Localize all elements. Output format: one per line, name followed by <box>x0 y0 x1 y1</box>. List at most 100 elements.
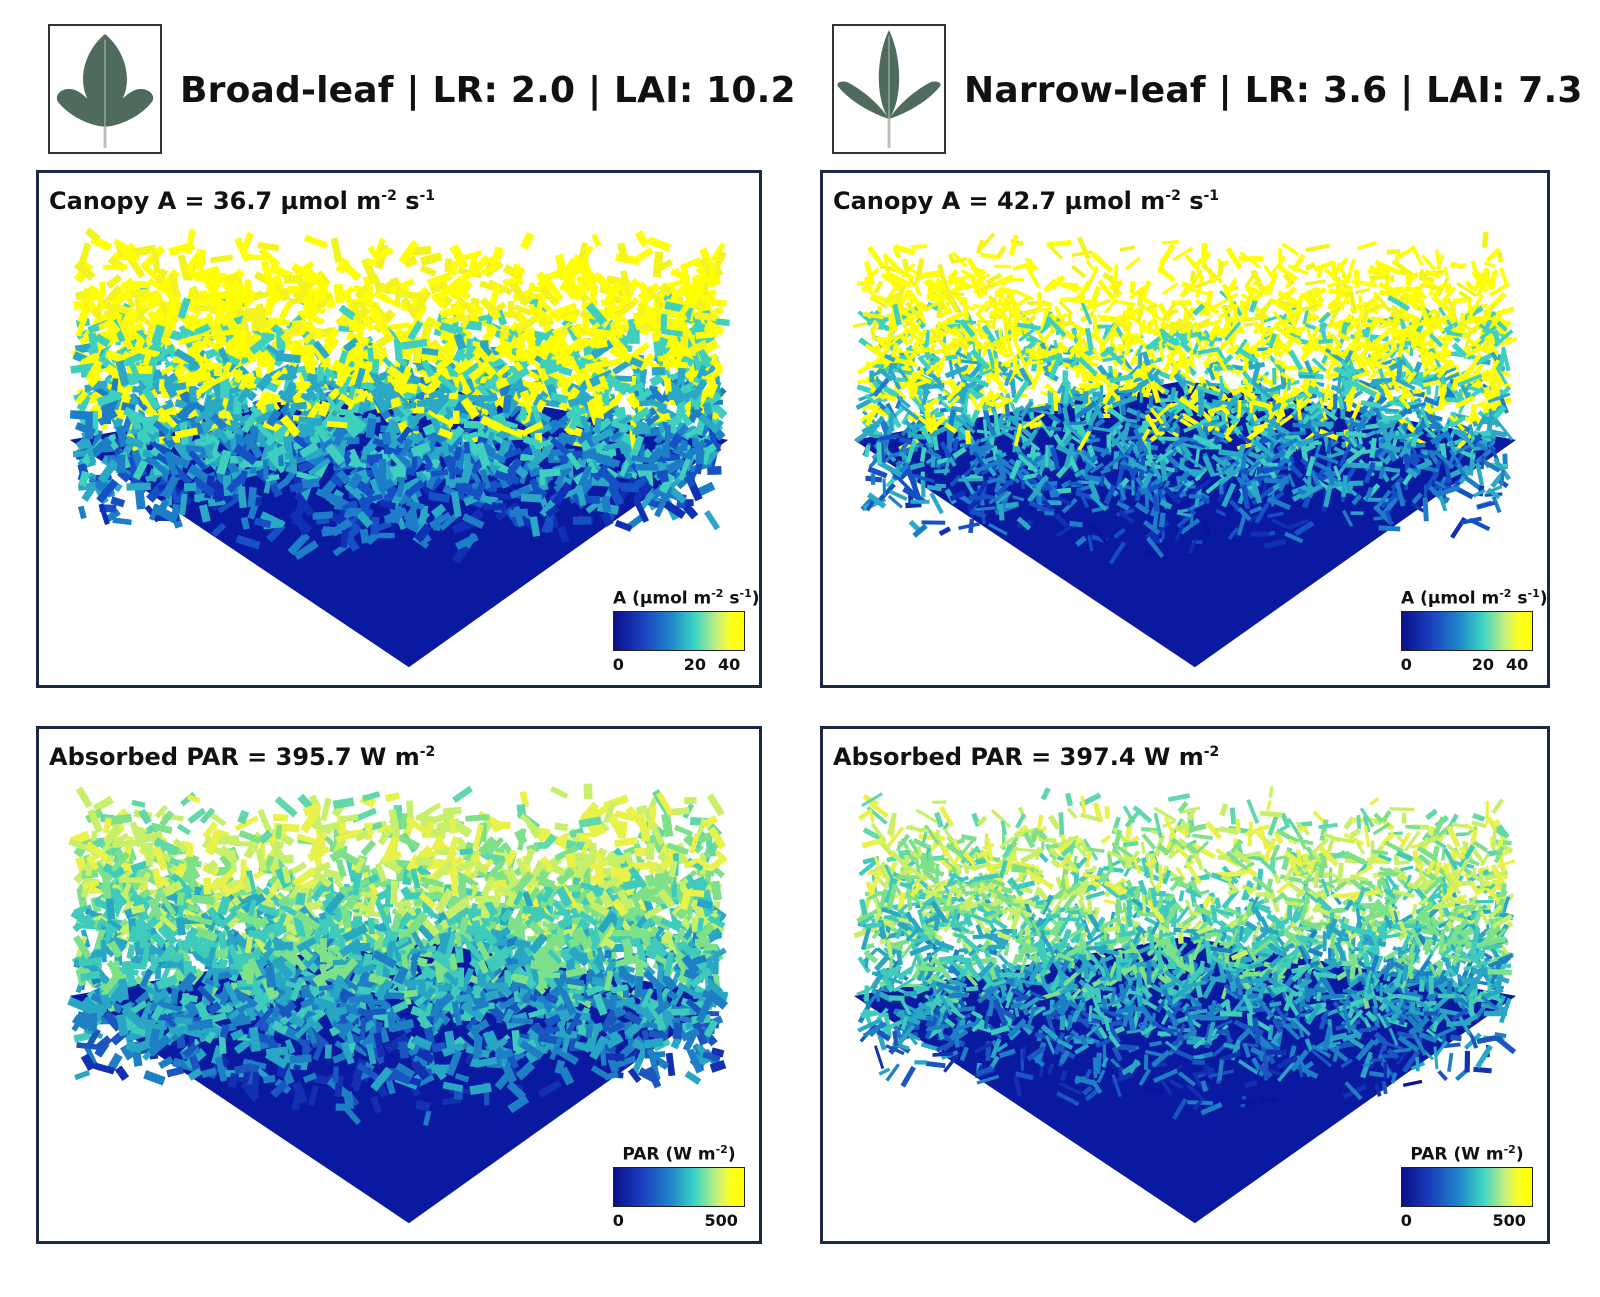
leaf-patch <box>317 366 324 383</box>
leaf-patch <box>660 314 668 332</box>
leaf-patch <box>287 531 311 556</box>
leaf-patch <box>190 370 212 385</box>
leaf-patch <box>187 1067 203 1081</box>
leaf-patch <box>306 421 315 437</box>
leaf-patch <box>556 867 576 886</box>
leaf-patch <box>309 380 325 392</box>
leaf-patch <box>527 920 546 938</box>
leaf-patch <box>416 1073 435 1087</box>
leaf-patch <box>494 470 520 485</box>
leaf-patch <box>212 967 219 987</box>
leaf-patch <box>227 1072 240 1089</box>
leaf-patch <box>626 381 645 395</box>
leaf-patch <box>395 355 409 368</box>
leaf-patch <box>474 441 491 468</box>
leaf-patch <box>111 891 128 908</box>
leaf-patch <box>332 1005 348 1018</box>
leaf-patch <box>689 832 700 854</box>
leaf-patch <box>104 349 123 363</box>
colorbar-ticks: 0 20 40 <box>613 655 745 675</box>
leaf-patch <box>663 377 673 395</box>
broad-canopy-a-panel: Canopy A = 36.7 µmol m-2 s-1 A (µmol m-2… <box>36 170 762 688</box>
leaf-patch <box>630 435 645 458</box>
leaf-patch <box>497 885 517 900</box>
leaf-patch <box>623 948 632 965</box>
leaf-patch <box>335 858 347 878</box>
leaf-patch <box>530 1022 551 1041</box>
leaf-patch <box>560 486 581 500</box>
leaf-patch <box>149 954 158 969</box>
leaf-patch <box>530 859 545 881</box>
leaf-patch <box>614 519 633 532</box>
leaf-patch <box>639 445 645 458</box>
leaf-patch <box>544 363 564 375</box>
leaf-patch <box>410 441 432 457</box>
leaf-patch <box>537 1079 563 1098</box>
leaf-patch <box>528 932 549 954</box>
leaf-patch <box>506 1081 527 1101</box>
leaf-patch <box>211 890 227 901</box>
leaf-patch <box>640 284 648 306</box>
leaf-patch <box>400 290 423 301</box>
leaf-patch <box>639 491 656 510</box>
leaf-patch <box>239 307 251 332</box>
leaf-patch <box>528 1033 542 1050</box>
leaf-patch <box>623 1010 643 1026</box>
leaf-patch <box>376 532 395 539</box>
leaf-patch <box>102 1010 123 1032</box>
leaf-patch <box>587 958 601 975</box>
leaf-patch <box>513 304 533 317</box>
leaf-patch <box>137 871 152 892</box>
leaf-patch <box>129 392 140 406</box>
leaf-patch <box>522 435 541 448</box>
leaf-patch <box>204 831 222 856</box>
broad-leaf-title: Broad-leaf | LR: 2.0 | LAI: 10.2 <box>180 70 796 111</box>
leaf-patch <box>423 1110 432 1126</box>
leaf-patch <box>230 987 249 1004</box>
leaf-patch <box>87 808 104 834</box>
leaf-patch <box>501 398 519 419</box>
leaf-patch <box>201 968 215 986</box>
leaf-patch <box>383 992 405 1000</box>
leaf-patch <box>488 254 502 270</box>
leaf-patch <box>217 347 230 364</box>
leaf-patch <box>557 465 573 480</box>
leaf-patch <box>269 482 283 498</box>
leaf-patch <box>293 540 319 561</box>
leaf-patch <box>193 478 216 497</box>
leaf-patch <box>707 826 727 850</box>
leaf-patch <box>310 880 326 896</box>
leaf-patch <box>430 292 449 311</box>
leaf-patch <box>449 456 457 480</box>
leaf-patch <box>70 362 96 374</box>
leaf-patch <box>112 839 138 848</box>
leaf-patch <box>661 328 683 337</box>
leaf-patch <box>248 1026 261 1053</box>
leaf-patch <box>506 366 530 386</box>
leaf-patch <box>183 482 197 492</box>
leaf-patch <box>390 1018 415 1033</box>
leaf-patch <box>226 471 248 494</box>
leaf-patch <box>143 1070 166 1086</box>
leaf-patch <box>646 236 671 252</box>
leaf-patch <box>274 867 291 889</box>
leaf-patch <box>439 511 460 531</box>
leaf-patch <box>338 304 357 321</box>
leaf-patch <box>205 313 215 328</box>
leaf-patch <box>321 954 342 972</box>
leaf-patch <box>452 785 473 803</box>
leaf-patch <box>575 271 596 285</box>
leaf-patch <box>319 479 337 499</box>
leaf-patch <box>356 510 374 529</box>
leaf-patch <box>469 1083 492 1096</box>
leaf-patch <box>353 942 371 952</box>
leaf-patch <box>74 422 96 437</box>
leaf-patch <box>214 301 229 327</box>
broad-par-panel: Absorbed PAR = 395.7 W m-2 PAR (W m-2) 0… <box>36 726 762 1244</box>
leaf-patch <box>270 1079 289 1099</box>
leaf-patch <box>655 986 665 1012</box>
leaf-patch <box>597 910 617 934</box>
leaf-patch <box>172 440 193 464</box>
leaf-patch <box>570 325 582 339</box>
leaf-patch <box>398 1040 410 1059</box>
